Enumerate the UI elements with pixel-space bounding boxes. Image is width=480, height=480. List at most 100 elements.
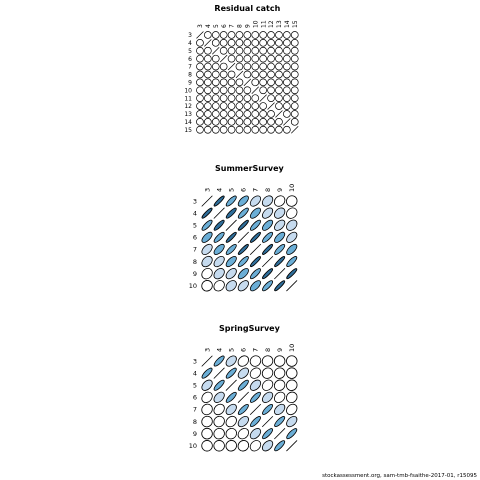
- corr-ellipse: [262, 428, 274, 440]
- corr-ellipse: [283, 110, 291, 118]
- corr-ellipse: [250, 231, 261, 243]
- column-label: 7: [252, 348, 260, 352]
- corr-ellipse: [259, 31, 267, 39]
- corr-ellipse: [204, 102, 212, 110]
- column-label: 4: [205, 24, 212, 28]
- corr-ellipse: [237, 195, 249, 207]
- corr-ellipse: [196, 46, 204, 55]
- column-label: 5: [228, 348, 236, 352]
- corr-ellipse: [283, 86, 291, 95]
- corr-ellipse: [290, 86, 299, 95]
- row-label: 9: [193, 430, 197, 438]
- diagonal-line: [196, 31, 204, 39]
- corr-ellipse: [204, 54, 212, 63]
- corr-ellipse: [204, 70, 212, 79]
- corr-ellipse: [237, 207, 249, 219]
- corr-ellipse: [249, 428, 262, 440]
- corr-ellipse: [290, 78, 299, 87]
- corr-ellipse: [286, 268, 298, 280]
- corr-ellipse: [262, 280, 274, 292]
- corr-ellipse: [227, 39, 236, 47]
- corr-ellipse: [235, 62, 244, 71]
- column-label: 3: [197, 24, 204, 28]
- corr-ellipse: [267, 70, 275, 79]
- corr-ellipse: [283, 39, 291, 47]
- corr-ellipse: [251, 118, 260, 126]
- corr-ellipse: [196, 118, 204, 126]
- corr-ellipse: [249, 379, 262, 391]
- corr-ellipse: [227, 110, 236, 118]
- corr-ellipse: [243, 118, 252, 126]
- corr-ellipse: [237, 379, 249, 391]
- column-label: 10: [288, 184, 296, 192]
- corr-ellipse: [259, 86, 267, 95]
- corr-ellipse: [251, 54, 260, 63]
- column-label: 10: [252, 20, 259, 28]
- corr-ellipse: [259, 125, 267, 134]
- corr-ellipse: [249, 440, 262, 452]
- corr-ellipse: [259, 54, 267, 63]
- corr-ellipse: [267, 39, 275, 47]
- corr-ellipse: [249, 219, 261, 231]
- corr-ellipse: [251, 39, 260, 47]
- corr-ellipse: [227, 94, 236, 102]
- column-label: 3: [203, 188, 211, 192]
- corr-ellipse: [235, 118, 244, 126]
- corr-ellipse: [237, 268, 249, 280]
- corr-ellipse: [225, 355, 237, 367]
- column-label: 8: [264, 348, 272, 352]
- corr-ellipse: [225, 195, 237, 207]
- column-label: 6: [240, 348, 248, 352]
- column-label: 7: [252, 188, 260, 192]
- corr-ellipse: [211, 118, 220, 126]
- corr-ellipse: [274, 256, 286, 267]
- corr-ellipse: [196, 70, 204, 79]
- corr-ellipse: [290, 54, 299, 63]
- corr-ellipse: [219, 125, 228, 134]
- corr-ellipse: [201, 231, 213, 243]
- corr-ellipse: [286, 355, 298, 367]
- corr-ellipse: [196, 54, 204, 63]
- corr-ellipse: [201, 219, 213, 231]
- corr-ellipse: [237, 440, 250, 452]
- corr-ellipse: [267, 86, 275, 95]
- corr-ellipse: [290, 102, 299, 110]
- corr-ellipse: [213, 195, 225, 207]
- corr-ellipse: [267, 62, 275, 71]
- diagonal-line: [286, 440, 298, 452]
- corr-ellipse: [225, 367, 237, 379]
- corr-ellipse: [237, 256, 249, 268]
- corr-ellipse: [219, 94, 228, 102]
- corr-ellipse: [213, 379, 225, 391]
- diagonal-line: [261, 255, 274, 268]
- corr-ellipse: [204, 86, 212, 95]
- corr-ellipse: [275, 31, 283, 39]
- corr-ellipse: [213, 268, 225, 280]
- corr-ellipse: [286, 231, 298, 243]
- diagonal-line: [227, 62, 236, 71]
- corr-ellipse: [235, 125, 244, 134]
- row-label: 4: [193, 209, 197, 217]
- corr-ellipse: [274, 440, 286, 452]
- diagonal-line: [237, 231, 249, 243]
- corr-ellipse: [211, 102, 220, 110]
- corr-ellipse: [219, 86, 228, 95]
- corr-ellipse: [251, 125, 260, 134]
- corr-ellipse: [235, 46, 244, 55]
- corr-ellipse: [290, 39, 299, 47]
- corr-ellipse: [237, 367, 249, 379]
- row-label: 14: [184, 119, 192, 126]
- diagonal-line: [259, 94, 267, 102]
- corr-ellipse: [201, 379, 213, 391]
- corr-ellipse: [275, 54, 283, 63]
- corr-ellipse: [213, 243, 225, 255]
- corr-ellipse: [273, 355, 286, 367]
- corr-ellipse: [275, 46, 283, 55]
- corr-ellipse: [225, 415, 237, 428]
- corr-ellipse: [225, 268, 237, 280]
- row-label: 15: [184, 127, 192, 134]
- corr-ellipse: [211, 110, 220, 118]
- corr-ellipse: [211, 125, 220, 134]
- corr-ellipse: [249, 355, 262, 367]
